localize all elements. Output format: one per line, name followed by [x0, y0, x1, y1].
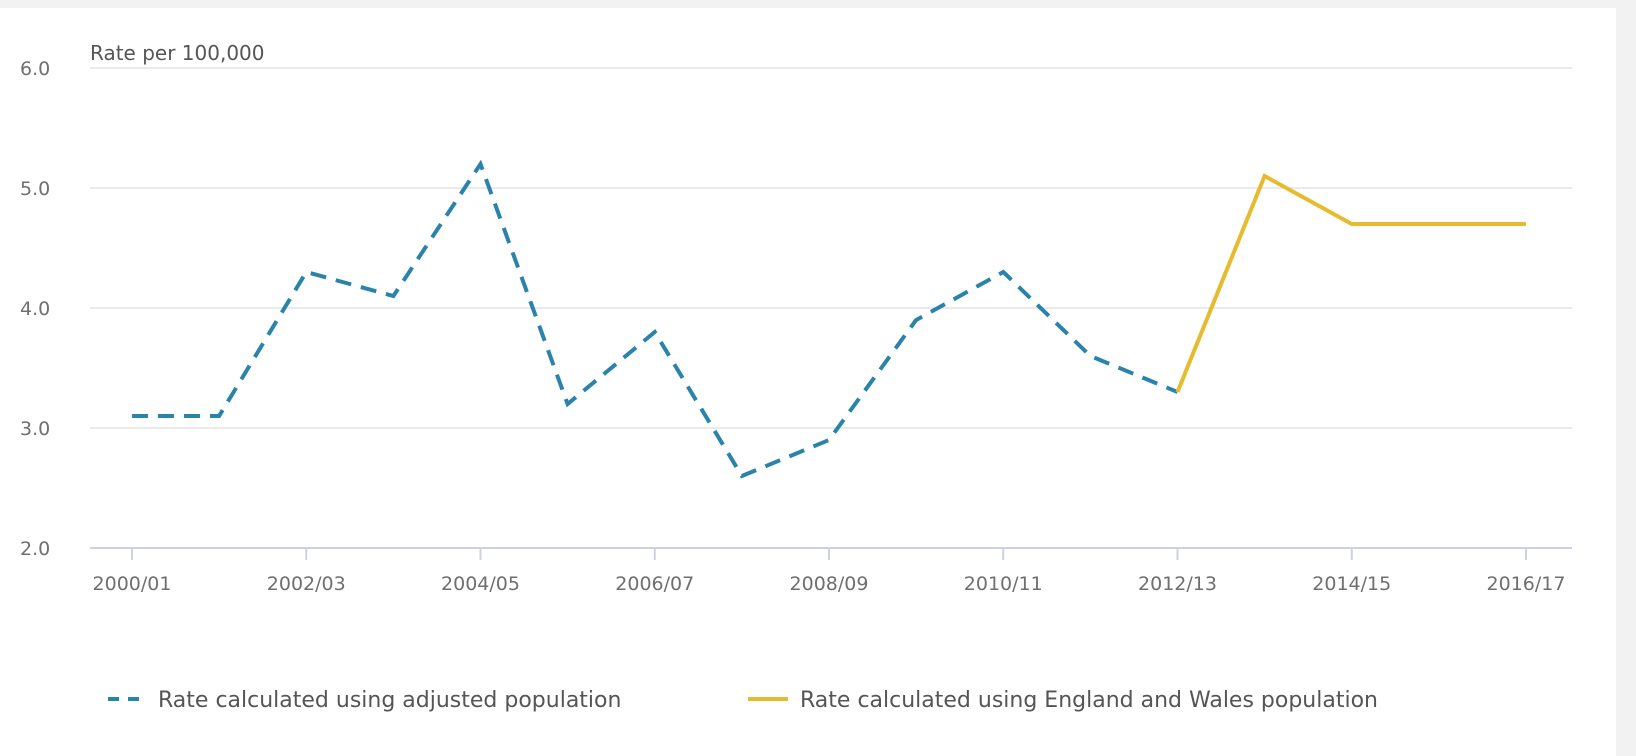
series-line-england-wales — [1175, 173, 1526, 393]
gridlines — [90, 67, 1572, 429]
y-tick-label: 5.0 — [20, 178, 50, 200]
legend: Rate calculated using adjusted populatio… — [108, 688, 1378, 713]
y-axis-ticks: 6.0 5.0 4.0 3.0 2.0 — [20, 58, 50, 560]
x-tick-label: 2008/09 — [790, 573, 869, 595]
series-layer — [132, 159, 1526, 479]
x-axis-ticks: 2000/01 2002/03 2004/05 2006/07 2008/09 2010/… — [93, 548, 1566, 595]
y-tick-label: 3.0 — [20, 418, 50, 440]
y-tick-label: 6.0 — [20, 58, 50, 80]
series-line-adjusted — [132, 159, 1179, 479]
x-tick-label: 2006/07 — [615, 573, 694, 595]
y-axis-title: Rate per 100,000 — [90, 41, 265, 65]
x-tick-label: 2012/13 — [1138, 573, 1217, 595]
y-tick-label: 4.0 — [20, 298, 50, 320]
x-tick-label: 2000/01 — [93, 573, 172, 595]
chart-panel — [0, 8, 1616, 756]
x-tick-label: 2010/11 — [964, 573, 1043, 595]
legend-label-england-wales: Rate calculated using England and Wales … — [800, 688, 1378, 713]
legend-label-adjusted: Rate calculated using adjusted populatio… — [158, 688, 621, 713]
x-tick-label: 2016/17 — [1487, 573, 1566, 595]
x-tick-label: 2002/03 — [267, 573, 346, 595]
x-tick-label: 2004/05 — [441, 573, 520, 595]
x-tick-label: 2014/15 — [1312, 573, 1391, 595]
y-tick-label: 2.0 — [20, 538, 50, 560]
